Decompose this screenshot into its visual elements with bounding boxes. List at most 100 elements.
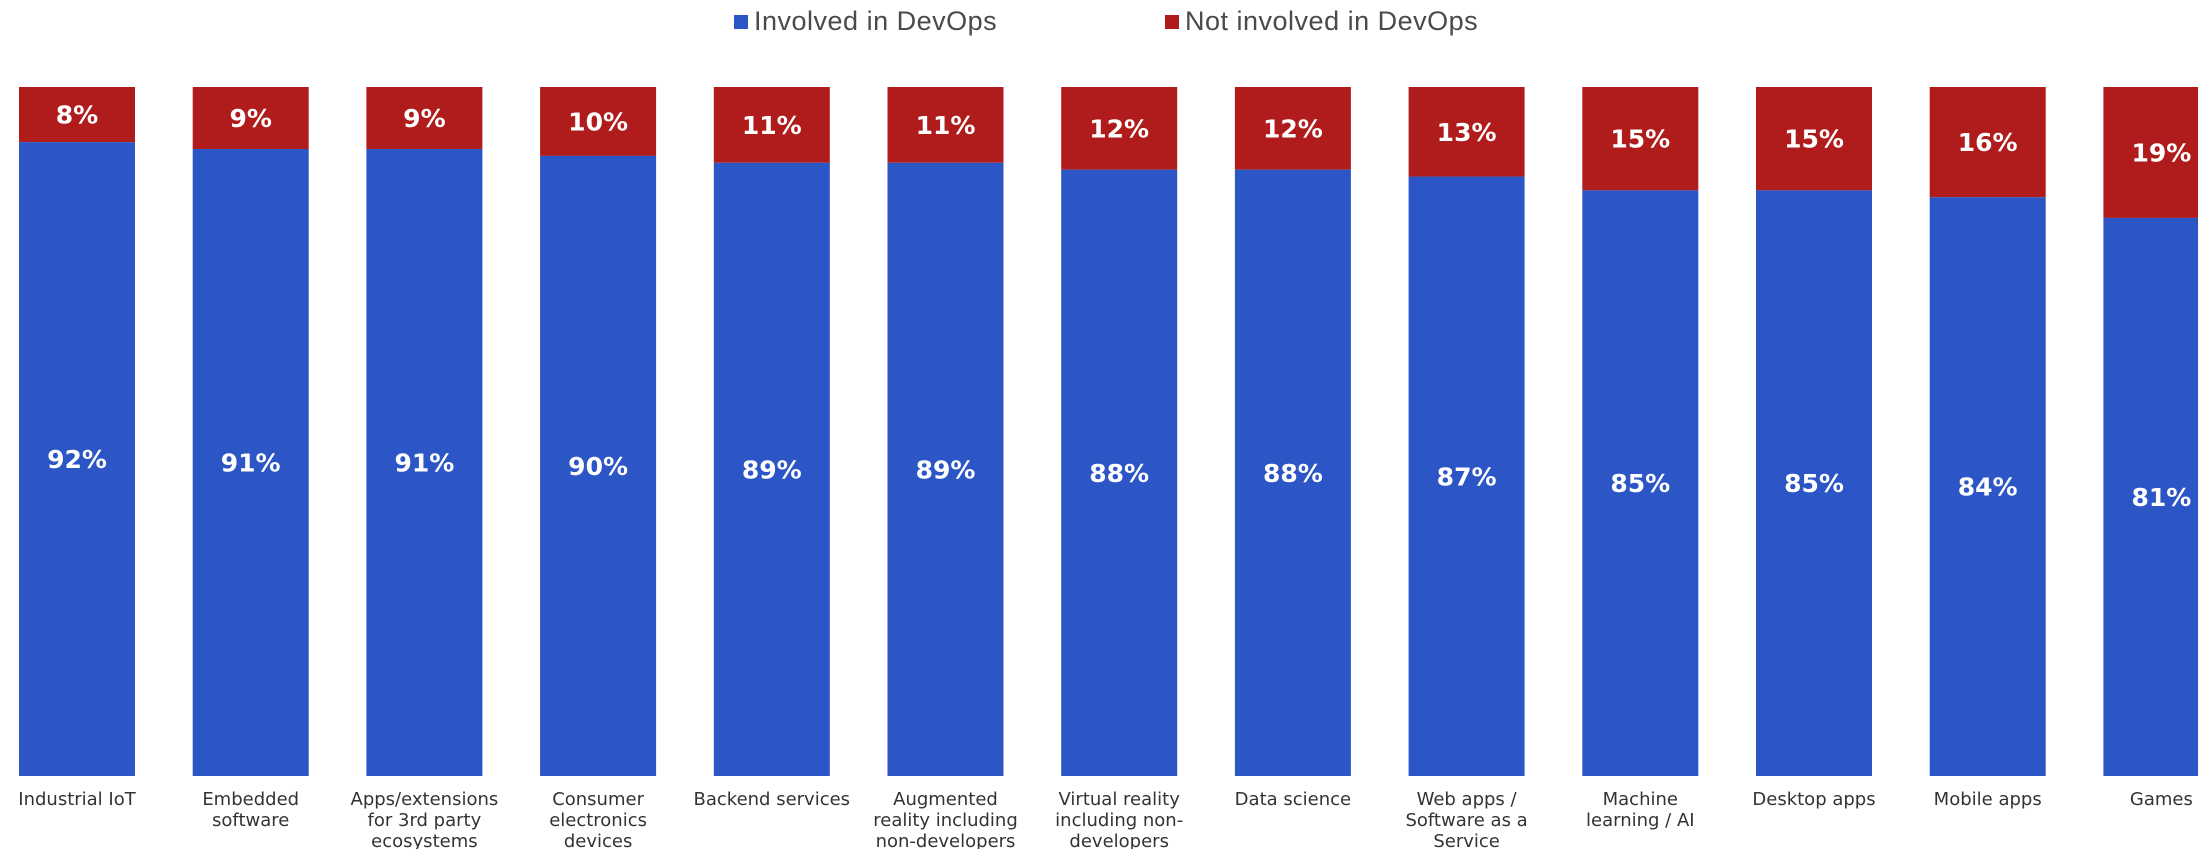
category-label-line: Industrial IoT [18,789,136,810]
bar-involved-data-science [1234,169,1351,776]
bar-group-industrial-iot: 8% 92% [19,87,135,776]
bar-not-involved-apps-extensions-for-3rd-party-ecosystems [366,87,483,150]
bar-not-involved-industrial-iot [19,87,135,143]
bar-group-machine-learning-ai: 15% 85% [1582,87,1699,777]
bar-involved-virtual-reality-including-non-developers [1061,169,1178,776]
bar-involved-machine-learning-ai [1582,190,1699,777]
category-label-desktop-apps: Desktop apps [1752,789,1875,810]
category-label-line: Virtual reality [1059,789,1181,810]
bar-not-involved-consumer-electronics-devices [540,87,657,156]
category-label-industrial-iot: Industrial IoT [18,789,136,810]
data-label-not-involved-desktop-apps: 15% [1784,125,1844,154]
category-label-web-apps-software-as-a-service: Web apps / Software as a Service [1405,789,1527,849]
bar-not-involved-backend-services [713,87,830,163]
data-label-involved-apps-extensions-for-3rd-party-ecosystems: 91% [394,449,454,478]
category-label-line: ecosystems [371,831,477,849]
category-label-line: learning / AI [1586,810,1695,831]
category-label-line: devices [564,831,633,849]
legend-item-involved: Involved in DevOps [734,6,997,37]
category-label-line: for 3rd party [368,810,482,831]
category-label-line: Data science [1235,789,1351,810]
category-label-line: including non- [1055,810,1183,831]
bar-not-involved-games [2103,87,2198,218]
bar-involved-embedded-software [192,149,309,776]
category-label-backend-services: Backend services [694,789,851,810]
data-label-not-involved-machine-learning-ai: 15% [1610,125,1670,154]
data-label-not-involved-embedded-software: 9% [229,104,271,133]
data-label-not-involved-mobile-apps: 16% [1958,128,2018,157]
legend-label-involved: Involved in DevOps [754,6,998,36]
bar-group-mobile-apps: 16% 84% [1929,87,2046,777]
category-label-line: non-developers [876,831,1016,849]
category-label-line: Consumer [552,789,644,810]
legend: Involved in DevOps Not involved in DevOp… [0,6,2198,42]
category-label-line: Software as a [1405,810,1527,831]
category-label-line: Augmented [893,789,998,810]
legend-item-not-involved: Not involved in DevOps [1165,6,1478,37]
data-label-not-involved-virtual-reality-including-non-developers: 12% [1089,114,1149,143]
data-label-not-involved-games: 19% [2131,138,2191,167]
data-label-involved-augmented-reality-including-non-developers: 89% [916,455,976,484]
category-label-line: Desktop apps [1752,789,1875,810]
data-label-involved-mobile-apps: 84% [1958,473,2018,502]
category-label-line: developers [1069,831,1169,849]
bar-involved-apps-extensions-for-3rd-party-ecosystems [366,149,483,776]
bar-involved-consumer-electronics-devices [540,155,657,776]
data-label-involved-consumer-electronics-devices: 90% [568,452,628,481]
data-label-not-involved-web-apps-software-as-a-service: 13% [1437,118,1497,147]
category-label-line: Web apps / [1417,789,1518,810]
data-label-not-involved-apps-extensions-for-3rd-party-ecosystems: 9% [403,104,445,133]
bar-group-desktop-apps: 15% 85% [1756,87,1872,777]
bar-group-augmented-reality-including-non-developers: 11% 89% [887,87,1004,777]
data-label-involved-industrial-iot: 92% [47,445,107,474]
bar-group-web-apps-software-as-a-service: 13% 87% [1408,87,1525,776]
data-label-not-involved-data-science: 12% [1263,114,1323,143]
data-label-involved-embedded-software: 91% [221,449,281,478]
bar-group-games: 19% 81% [2103,87,2198,776]
data-label-involved-desktop-apps: 85% [1784,469,1844,498]
bar-group-backend-services: 11% 89% [713,87,830,777]
category-label-line: Mobile apps [1934,789,2042,810]
category-label-virtual-reality-including-non-developers: Virtual reality including non-developers [1055,789,1183,849]
category-label-line: reality including [873,810,1018,831]
bar-involved-web-apps-software-as-a-service [1408,176,1525,776]
data-label-involved-backend-services: 89% [742,455,802,484]
data-label-involved-machine-learning-ai: 85% [1610,469,1670,498]
bar-group-virtual-reality-including-non-developers: 12% 88% [1061,87,1178,776]
category-label-line: Games [2130,789,2193,810]
category-label-line: software [212,810,289,831]
data-label-not-involved-backend-services: 11% [742,111,802,140]
category-label-data-science: Data science [1235,789,1351,810]
category-label-line: Embedded [202,789,299,810]
bar-not-involved-desktop-apps [1756,87,1872,191]
category-label-consumer-electronics-devices: Consumer electronics devices [549,789,647,849]
category-label-games: Games [2130,789,2193,810]
category-label-line: electronics [549,810,647,831]
category-label-machine-learning-ai: Machine learning / AI [1586,789,1695,831]
category-label-line: Machine [1603,789,1678,810]
data-label-not-involved-augmented-reality-including-non-developers: 11% [916,111,976,140]
category-label-augmented-reality-including-non-developers: Augmented reality including non-developers [873,789,1018,849]
bar-involved-games [2103,217,2198,776]
data-label-involved-data-science: 88% [1263,459,1323,488]
bar-involved-industrial-iot [19,142,135,776]
bar-group-consumer-electronics-devices: 10% 90% [540,87,657,776]
data-label-involved-web-apps-software-as-a-service: 87% [1437,462,1497,491]
category-label-apps-extensions-for-3rd-party-ecosystems: Apps/extensions for 3rd party ecosystems [351,789,499,849]
bar-group-data-science: 12% 88% [1234,87,1351,776]
category-label-line: Apps/extensions [351,789,499,810]
bar-not-involved-data-science [1234,87,1351,170]
legend-swatch-involved [734,14,748,29]
bar-not-involved-augmented-reality-including-non-developers [887,87,1004,163]
category-label-line: Backend services [694,789,851,810]
data-label-involved-games: 81% [2131,483,2191,512]
legend-swatch-not-involved [1165,14,1179,29]
bar-not-involved-embedded-software [192,87,309,150]
bar-not-involved-machine-learning-ai [1582,87,1699,191]
bar-involved-augmented-reality-including-non-developers [887,162,1004,777]
legend-label-not-involved: Not involved in DevOps [1185,6,1479,36]
bar-not-involved-mobile-apps [1929,87,2046,198]
category-label-mobile-apps: Mobile apps [1934,789,2042,810]
